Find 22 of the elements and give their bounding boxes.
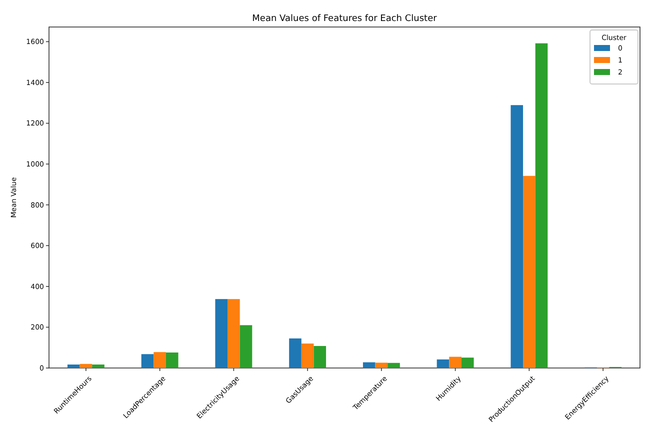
bar xyxy=(289,338,302,368)
bar xyxy=(314,346,326,368)
bar xyxy=(240,325,252,368)
bar xyxy=(301,344,314,368)
bar xyxy=(375,362,388,368)
bar xyxy=(523,176,536,368)
bar xyxy=(154,352,166,368)
bar xyxy=(449,356,462,368)
bar xyxy=(228,299,240,368)
bar xyxy=(215,299,228,368)
bar xyxy=(510,105,524,368)
bar xyxy=(388,362,400,368)
chart-title: Mean Values of Features for Each Cluster xyxy=(252,14,438,24)
bar xyxy=(80,364,92,368)
bar xyxy=(92,364,104,368)
bar xyxy=(362,362,376,368)
bar xyxy=(141,354,154,368)
bar xyxy=(535,43,548,368)
bar xyxy=(166,352,178,368)
bar xyxy=(436,359,450,368)
bar xyxy=(461,358,474,368)
bar xyxy=(67,364,80,368)
